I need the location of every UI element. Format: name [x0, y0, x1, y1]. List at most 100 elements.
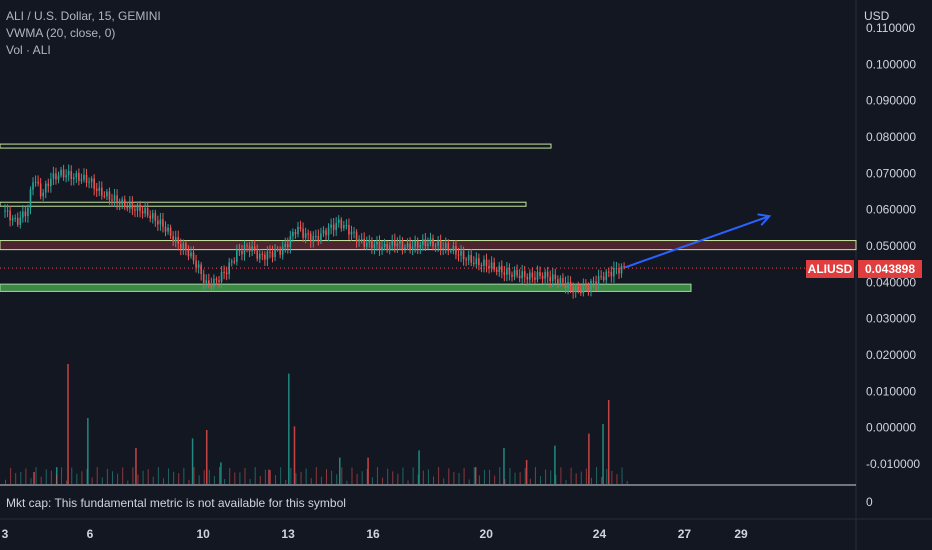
- volume-bar: [483, 470, 485, 484]
- candle-body: [536, 271, 539, 280]
- horizontal-level-line: [0, 201, 527, 207]
- volume-bar: [33, 472, 35, 484]
- candle-body: [141, 211, 144, 214]
- candle-body: [24, 211, 27, 217]
- volume-bar: [478, 475, 480, 484]
- candle-body: [371, 239, 373, 248]
- volume-bar: [371, 477, 373, 484]
- candle-body: [78, 172, 80, 181]
- volume-indicator-label[interactable]: Vol · ALI: [6, 43, 51, 57]
- candle-body: [554, 274, 557, 280]
- candle-body: [579, 289, 582, 294]
- volume-bar: [621, 467, 623, 484]
- volume-bar: [607, 400, 610, 484]
- candle-body: [559, 277, 562, 285]
- volume-bar: [300, 471, 302, 484]
- volume-bar: [616, 474, 618, 484]
- candle-body: [340, 219, 343, 229]
- vwma-indicator-label[interactable]: VWMA (20, close, 0): [6, 26, 116, 40]
- volume-bar: [550, 470, 552, 484]
- y-tick-label: 0.100000: [866, 57, 916, 71]
- candle-body: [118, 203, 121, 205]
- volume-bar: [346, 480, 348, 484]
- currency-label[interactable]: USD: [864, 9, 890, 23]
- volume-bar: [367, 457, 369, 484]
- candle-body: [529, 272, 531, 280]
- candle-body: [297, 226, 299, 235]
- candle-body: [562, 277, 564, 283]
- candle-body: [116, 195, 118, 204]
- candle-body: [271, 252, 274, 258]
- x-tick-label: 27: [678, 527, 692, 541]
- x-tick-label: 29: [734, 527, 748, 541]
- candle-body: [373, 244, 376, 248]
- symbol-title[interactable]: ALI / U.S. Dollar, 15, GEMINI: [6, 9, 161, 23]
- volume-bar: [339, 457, 341, 484]
- candle-body: [269, 251, 271, 253]
- volume-bar: [152, 476, 154, 484]
- candle-body: [363, 238, 366, 247]
- candle-body: [264, 254, 266, 260]
- y-tick-label: 0.010000: [866, 384, 916, 398]
- candle-body: [495, 269, 498, 272]
- volume-bar: [55, 474, 57, 484]
- candle-body: [159, 219, 162, 225]
- volume-bar: [40, 476, 42, 484]
- candle-body: [376, 241, 378, 245]
- candle-body: [401, 240, 404, 250]
- candle-body: [590, 280, 592, 290]
- candle-body: [383, 243, 386, 248]
- volume-bar: [422, 470, 424, 484]
- candle-body: [225, 272, 228, 275]
- candle-body: [350, 231, 353, 235]
- candle-body: [179, 244, 182, 249]
- volume-bar: [229, 468, 231, 484]
- candle-body: [317, 235, 320, 242]
- candle-body: [121, 199, 123, 205]
- candle-body: [220, 271, 223, 282]
- candle-body: [488, 266, 490, 269]
- candle-body: [355, 231, 358, 242]
- candle-body: [157, 220, 159, 225]
- volume-bar: [162, 478, 164, 484]
- candle-body: [483, 259, 485, 266]
- volume-bar: [203, 470, 205, 484]
- volume-bar: [50, 470, 52, 484]
- horizontal-level-line: [0, 143, 552, 149]
- candle-body: [508, 268, 511, 275]
- volume-bar: [417, 474, 419, 484]
- candle-body: [233, 261, 236, 263]
- volume-bar: [219, 467, 221, 484]
- volume-bar: [101, 477, 103, 484]
- volume-bar: [382, 477, 384, 484]
- candle-body: [447, 243, 450, 251]
- candle-body: [101, 187, 103, 196]
- candle-body: [511, 274, 513, 277]
- candle-body: [337, 219, 340, 224]
- volume-bar: [188, 479, 190, 484]
- candle-body: [416, 241, 419, 248]
- candle-body: [177, 237, 180, 245]
- candle-body: [587, 286, 590, 290]
- volume-bar: [259, 476, 261, 484]
- volume-bar: [524, 468, 526, 484]
- candle-body: [455, 246, 457, 255]
- candle-body: [108, 191, 111, 200]
- volume-bar: [288, 373, 290, 484]
- volume-bar: [504, 479, 506, 484]
- candle-body: [52, 173, 55, 179]
- candle-body: [154, 213, 157, 221]
- candle-body: [131, 202, 134, 210]
- candle-body: [200, 264, 202, 275]
- candle-body: [432, 238, 434, 247]
- candle-body: [213, 278, 215, 287]
- candle-body: [304, 233, 307, 238]
- candle-body: [427, 243, 429, 247]
- candle-body: [503, 272, 506, 275]
- candle-body: [274, 249, 276, 258]
- volume-bar: [407, 480, 409, 484]
- x-tick-label: 10: [196, 527, 210, 541]
- x-tick-label: 20: [480, 527, 494, 541]
- candle-body: [60, 169, 62, 176]
